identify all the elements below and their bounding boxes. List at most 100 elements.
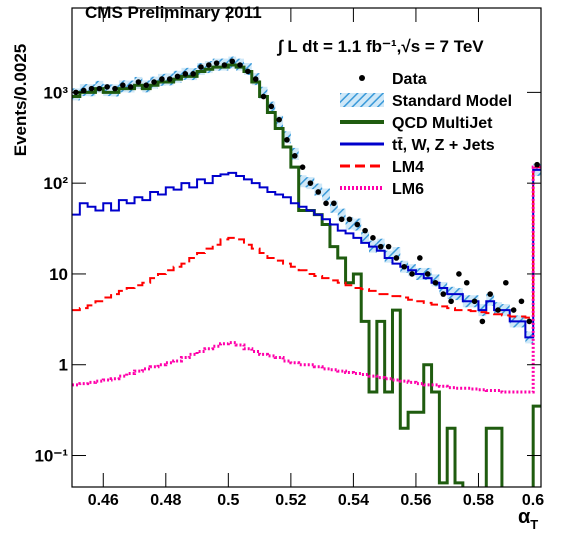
sm-band — [447, 286, 456, 299]
data-point — [307, 180, 314, 186]
data-point — [432, 279, 439, 286]
data-point — [237, 62, 243, 68]
y-axis-label: Events/0.0025 — [11, 44, 30, 156]
x-tick-label: 0.48 — [150, 492, 181, 509]
annotation: ∫ L dt = 1.1 fb⁻¹,√s = 7 TeV — [276, 37, 484, 56]
data-point — [151, 79, 157, 85]
x-tick-label: 0.6 — [522, 492, 544, 509]
data-point — [354, 221, 361, 228]
data-point — [198, 64, 204, 70]
data-point — [315, 189, 322, 195]
legend-label: QCD MultiJet — [392, 115, 493, 132]
data-point — [174, 73, 181, 80]
x-tick-label: 0.5 — [217, 492, 239, 509]
data-point — [245, 68, 251, 75]
plot-frame — [71, 7, 542, 488]
data-point — [299, 164, 306, 170]
step-outline — [72, 168, 541, 339]
data-point — [205, 62, 212, 68]
data-point — [127, 84, 134, 90]
data-point — [377, 243, 384, 250]
data-point — [456, 271, 462, 277]
data-point — [448, 298, 454, 305]
sm-band — [361, 231, 370, 244]
x-tick-label: 0.58 — [463, 492, 494, 509]
data-point — [221, 62, 228, 68]
data-point — [534, 161, 540, 168]
data-point — [487, 291, 493, 297]
data-point — [135, 79, 142, 85]
sm-band — [298, 175, 307, 188]
legend: Data Standard Model QCD MultiJet tt̄, W, Z … — [340, 71, 512, 198]
y-tick-label: 10 — [49, 265, 68, 284]
data-point — [276, 116, 282, 123]
sm-band — [103, 84, 112, 97]
data-point — [424, 271, 431, 277]
data-point — [229, 58, 236, 65]
x-tick-label: 0.52 — [275, 492, 306, 509]
plot-area — [72, 56, 541, 487]
data-point — [260, 93, 267, 100]
data-point — [346, 216, 353, 223]
data-point — [463, 279, 470, 286]
data-point — [471, 298, 478, 305]
x-axis-label-symbol: α — [518, 506, 531, 528]
y-tick-label: 10² — [43, 174, 68, 193]
data-point — [510, 307, 517, 313]
data-point — [213, 60, 220, 66]
legend-label: LM4 — [392, 159, 424, 176]
data-point — [338, 216, 345, 223]
y-tick-label: 1 — [59, 356, 68, 375]
data-point — [370, 235, 376, 241]
step-outline — [72, 166, 541, 319]
data-point — [393, 255, 400, 261]
data-point — [166, 76, 173, 82]
data-point — [440, 291, 447, 297]
data-point — [385, 243, 392, 250]
data-point — [96, 85, 103, 92]
sm-band — [259, 86, 268, 99]
data-point — [143, 82, 150, 88]
data-point — [518, 298, 525, 305]
legend-label: tt̄, W, Z + Jets — [392, 136, 495, 154]
step-outline — [72, 165, 541, 394]
legend-marker — [359, 75, 365, 81]
chart-title: CMS Preliminary 2011 — [85, 3, 262, 22]
sm-band — [322, 188, 330, 201]
data-point — [503, 279, 509, 286]
y-tick-label: 10³ — [43, 83, 68, 102]
sm-band — [392, 247, 401, 260]
data-point — [291, 153, 298, 159]
x-tick-label: 0.54 — [338, 492, 369, 509]
data-point — [80, 87, 87, 94]
axes: 0.46 0.48 0.5 0.52 0.54 0.56 0.58 0.6 10⁻¹ 1 10 10²… — [34, 8, 544, 509]
legend-label: Standard Model — [392, 93, 512, 110]
data-point — [284, 137, 290, 143]
x-tick-label: 0.56 — [400, 492, 431, 509]
sm-band — [384, 250, 393, 263]
data-point — [88, 85, 95, 92]
x-axis-label-subscript: T — [530, 517, 538, 532]
x-axis-label: αT — [518, 506, 538, 532]
data-point — [362, 227, 368, 234]
data-point — [190, 71, 196, 77]
data-point — [526, 318, 533, 325]
step-outline — [72, 63, 541, 487]
data-point — [112, 85, 118, 92]
x-tick-label: 0.46 — [88, 492, 119, 509]
data-point — [409, 271, 415, 277]
sm-band — [486, 293, 495, 306]
data-point — [120, 82, 126, 88]
data-point — [252, 76, 259, 82]
data-point — [104, 84, 110, 90]
sm-band — [329, 200, 338, 213]
data-point — [323, 200, 329, 207]
data-point — [401, 263, 408, 270]
legend-label: Data — [392, 71, 427, 88]
y-tick-label: 10⁻¹ — [34, 447, 68, 466]
sm-band — [345, 217, 354, 230]
data-point — [495, 307, 501, 313]
data-point — [182, 71, 189, 77]
